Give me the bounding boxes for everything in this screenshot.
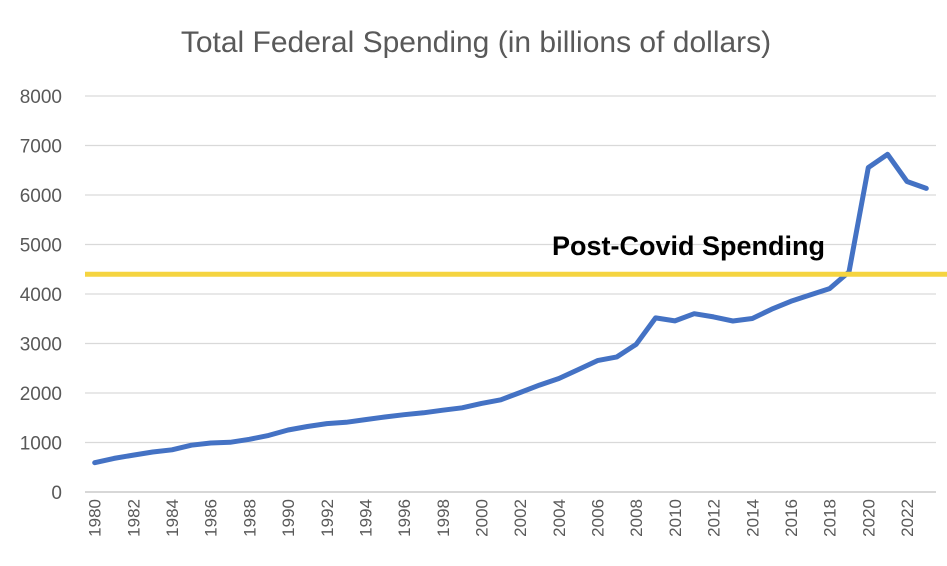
x-tick-label: 2006 [589, 499, 608, 537]
x-tick-label: 2002 [511, 499, 530, 537]
gridlines [85, 95, 936, 444]
x-tick-label: 1994 [356, 499, 375, 537]
x-tick-label: 1998 [434, 499, 453, 537]
x-tick-label: 1984 [163, 499, 182, 537]
y-tick-label: 7000 [20, 137, 62, 158]
x-tick-label: 2020 [859, 499, 878, 537]
x-tick-label: 1988 [240, 499, 259, 537]
x-tick-label: 2004 [550, 499, 569, 537]
reference-line-group: Post-Covid Spending [85, 231, 947, 277]
x-tick-label: 2022 [898, 499, 917, 537]
x-axis-ticks: 1980 1982 1984 1986 1988 1990 1992 1994 1996 1998… [86, 499, 917, 537]
y-axis-ticks: 0 1000 2000 3000 4000 5000 6000 7000 8000 [20, 87, 62, 504]
y-tick-label: 8000 [20, 87, 62, 108]
x-tick-label: 2014 [743, 499, 762, 537]
x-tick-label: 2008 [627, 499, 646, 537]
series-group [92, 151, 929, 466]
y-tick-label: 5000 [20, 236, 62, 257]
series-line-0 [92, 151, 929, 466]
x-tick-label: 2016 [782, 499, 801, 537]
x-tick-label: 2000 [472, 499, 491, 537]
reference-line-label: Post-Covid Spending [552, 231, 825, 261]
x-tick-label: 1980 [86, 499, 105, 537]
y-tick-label: 3000 [20, 335, 62, 356]
x-tick-label: 1990 [279, 499, 298, 537]
y-tick-label: 0 [51, 483, 62, 504]
y-tick-label: 4000 [20, 285, 62, 306]
x-tick-label: 2010 [666, 499, 685, 537]
x-tick-label: 1996 [395, 499, 414, 537]
y-tick-label: 6000 [20, 186, 62, 207]
x-tick-label: 1986 [202, 499, 221, 537]
x-tick-label: 1992 [318, 499, 337, 537]
x-tick-label: 2012 [705, 499, 724, 537]
y-tick-label: 2000 [20, 384, 62, 405]
y-tick-label: 1000 [20, 434, 62, 455]
x-tick-label: 2018 [821, 499, 840, 537]
chart-title: Total Federal Spending (in billions of d… [181, 26, 771, 59]
x-tick-label: 1982 [124, 499, 143, 537]
